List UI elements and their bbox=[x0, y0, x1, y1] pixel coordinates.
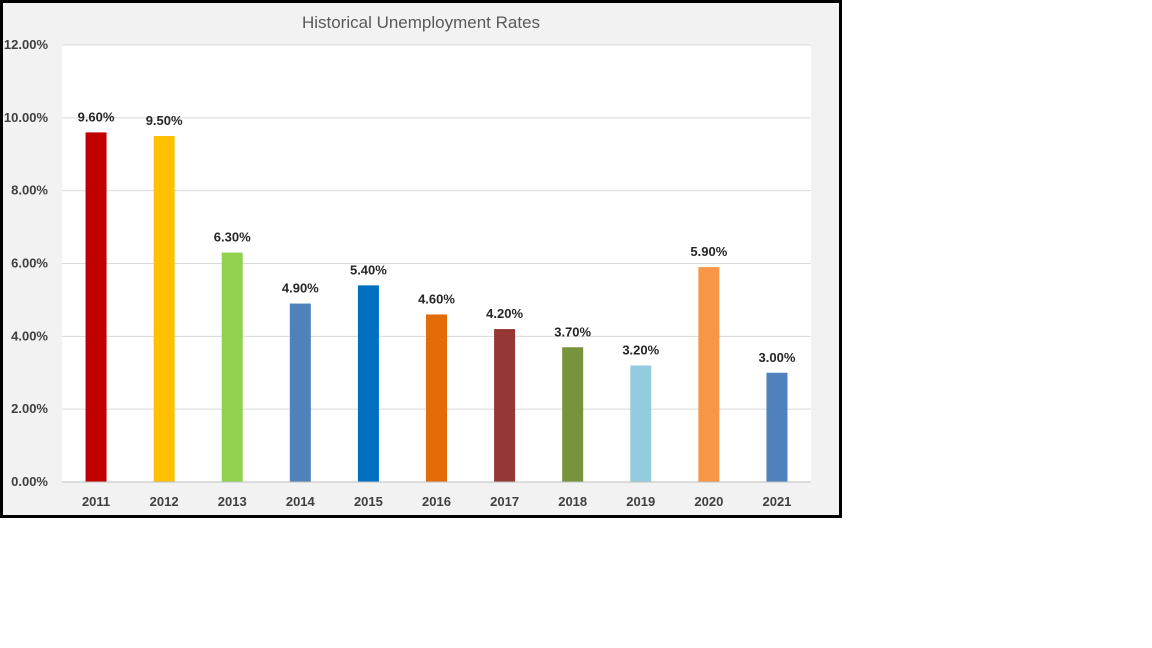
bar-2015 bbox=[357, 285, 379, 482]
data-label-2016: 4.60% bbox=[418, 291, 455, 306]
x-tick-label-2016: 2016 bbox=[422, 494, 451, 509]
data-label-2011: 9.60% bbox=[78, 109, 115, 124]
bars bbox=[85, 132, 788, 482]
x-tick-label-2017: 2017 bbox=[490, 494, 519, 509]
data-label-2021: 3.00% bbox=[759, 350, 796, 365]
x-tick-label-2013: 2013 bbox=[218, 494, 247, 509]
data-label-2017: 4.20% bbox=[486, 306, 523, 321]
bar-2020 bbox=[698, 267, 720, 482]
data-label-2020: 5.90% bbox=[690, 244, 727, 259]
x-tick-label-2015: 2015 bbox=[354, 494, 383, 509]
x-tick-label-2011: 2011 bbox=[82, 494, 110, 509]
bar-2011 bbox=[85, 132, 107, 482]
data-label-2019: 3.20% bbox=[622, 342, 659, 357]
y-tick-label: 0.00% bbox=[11, 474, 48, 489]
data-labels: 9.60% 9.50% 6.30% 4.90% 5.40% 4.60% 4.20% 3.70%… bbox=[78, 109, 796, 364]
bar-2018 bbox=[562, 347, 584, 482]
chart-title: Historical Unemployment Rates bbox=[302, 13, 540, 32]
data-label-2015: 5.40% bbox=[350, 262, 387, 277]
data-label-2018: 3.70% bbox=[554, 324, 591, 339]
bar-2016 bbox=[426, 314, 447, 482]
x-tick-label-2019: 2019 bbox=[626, 494, 655, 509]
y-axis-ticks: 0.00% 2.00% 4.00% 6.00% 8.00% 10.00% 12.00% bbox=[4, 37, 49, 489]
x-tick-label-2014: 2014 bbox=[286, 494, 316, 509]
y-tick-label: 10.00% bbox=[4, 110, 49, 125]
data-label-2013: 6.30% bbox=[214, 230, 251, 245]
bar-2013 bbox=[221, 252, 243, 482]
bar-chart: Historical Unemployment Rates 0.00% 2.00%… bbox=[4, 13, 811, 509]
x-tick-label-2018: 2018 bbox=[558, 494, 587, 509]
bar-2021 bbox=[766, 372, 788, 482]
y-tick-label: 2.00% bbox=[11, 401, 48, 416]
data-label-2014: 4.90% bbox=[282, 281, 319, 296]
y-tick-label: 6.00% bbox=[11, 256, 48, 271]
bar-2014 bbox=[289, 303, 311, 482]
bar-2012 bbox=[153, 136, 175, 482]
y-tick-label: 12.00% bbox=[4, 37, 49, 52]
x-tick-label-2020: 2020 bbox=[694, 494, 723, 509]
x-tick-label-2012: 2012 bbox=[150, 494, 179, 509]
x-axis-ticks: 2011 2012 2013 2014 2015 2016 2017 2018 2019 2020… bbox=[82, 494, 791, 509]
y-tick-label: 4.00% bbox=[11, 328, 48, 343]
y-tick-label: 8.00% bbox=[11, 183, 48, 198]
bar-2017 bbox=[494, 329, 516, 482]
data-label-2012: 9.50% bbox=[146, 113, 183, 128]
bar-2019 bbox=[630, 365, 652, 482]
x-tick-label-2021: 2021 bbox=[762, 494, 791, 509]
